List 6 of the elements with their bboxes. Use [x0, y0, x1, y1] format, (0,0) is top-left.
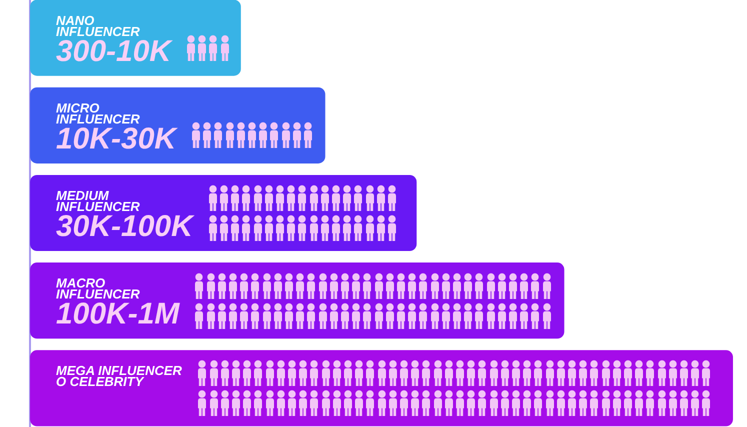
bar	[30, 0, 241, 76]
y-tick-label: MEGA INFLUENCER O CELEBRITY	[56, 363, 183, 390]
y-tick-label: MACRO INFLUENCER 100K-1M	[56, 276, 180, 331]
y-tick-label: MICRO INFLUENCER 10K-30K	[56, 100, 178, 156]
y-tick-label: NANO INFLUENCER 300-10K	[56, 12, 174, 68]
y-tick-label: MEDIUM INFLUENCER 30K-100K	[56, 188, 196, 243]
